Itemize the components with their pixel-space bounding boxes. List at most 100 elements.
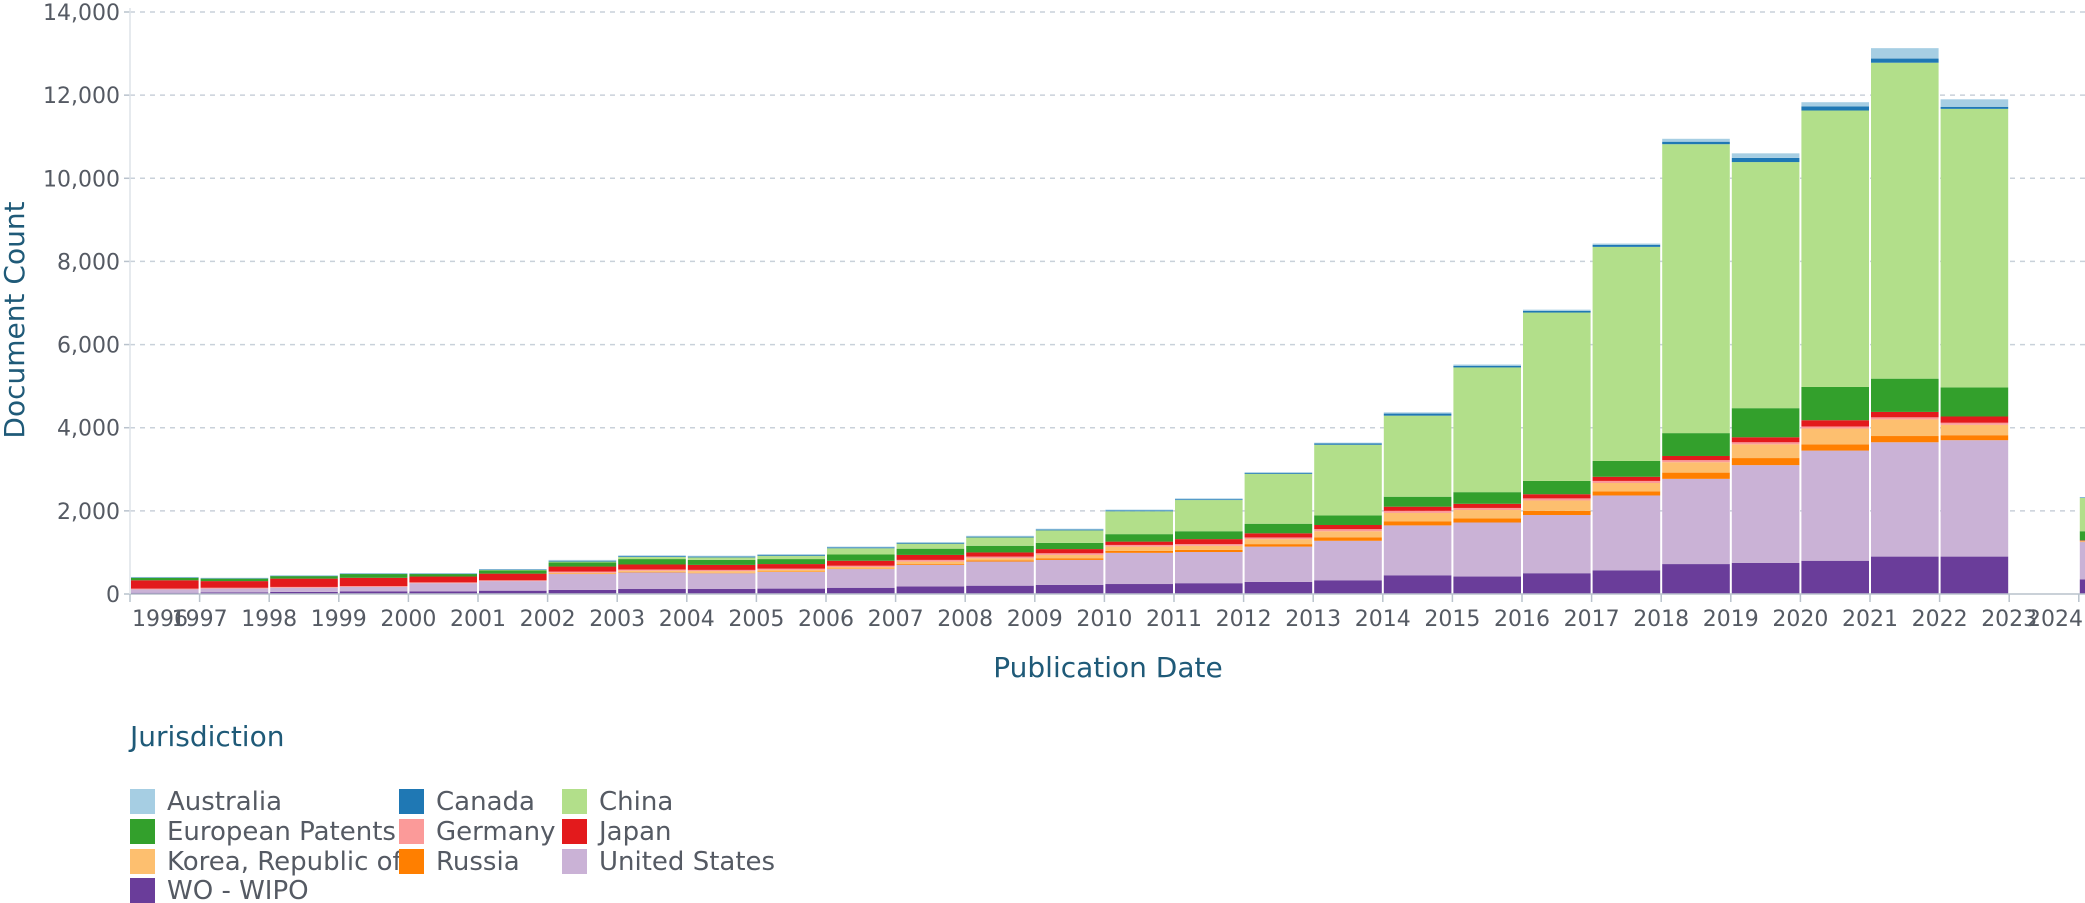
bar-segment — [1453, 518, 1521, 522]
bar-segment — [1314, 541, 1382, 580]
bar-segment — [270, 576, 338, 578]
bar-segment — [1245, 582, 1313, 594]
bar-segment — [1036, 553, 1104, 555]
bar-segment — [1453, 492, 1521, 504]
x-tick-label: 2016 — [1494, 607, 1550, 632]
bar-segment — [757, 556, 825, 559]
bar-segment — [1593, 477, 1661, 481]
bar-segment — [966, 586, 1034, 594]
y-tick-label: 0 — [106, 583, 120, 608]
bar-segment — [1036, 558, 1104, 560]
bar-segment — [1105, 584, 1173, 594]
bar-segment — [1384, 513, 1452, 521]
bar-segment — [618, 571, 686, 572]
bar-segment — [757, 572, 825, 589]
legend-swatch — [130, 878, 155, 903]
bar-segment — [201, 589, 269, 593]
bar-segment — [1105, 511, 1173, 534]
bar-segment — [1801, 387, 1869, 420]
bar-segment — [827, 548, 895, 554]
bar-segment — [270, 588, 338, 592]
bar-segment — [897, 542, 965, 543]
bar-segment — [1732, 442, 1800, 444]
bar-segment — [479, 580, 547, 581]
bar-segment — [549, 574, 617, 590]
bar-segment — [1941, 107, 2009, 109]
bar-segment — [1245, 474, 1313, 524]
bar-segment — [1175, 550, 1243, 552]
bar-segment — [1314, 529, 1382, 531]
bar-segment — [479, 581, 547, 591]
bar-segment — [757, 589, 825, 594]
bar-segment — [1871, 63, 1939, 379]
bar-segment — [131, 589, 199, 592]
x-tick-label: 2018 — [1633, 607, 1689, 632]
bar-segment — [1871, 557, 1939, 594]
y-tick-label: 12,000 — [43, 84, 120, 109]
bar-segment — [1871, 419, 1939, 436]
bar-segment — [549, 562, 617, 566]
legend-swatch — [399, 849, 424, 874]
bar-segment — [1871, 442, 1939, 556]
bar-segment — [1662, 460, 1730, 462]
x-tick-label: 2001 — [450, 607, 506, 632]
legend-label: United States — [599, 847, 775, 877]
bar-segment — [1941, 423, 2009, 425]
bar-segment — [688, 556, 756, 557]
bar-segment — [409, 577, 477, 583]
y-tick-label: 8,000 — [57, 250, 120, 275]
bar-segment — [1175, 583, 1243, 594]
x-tick-label: 2011 — [1146, 607, 1202, 632]
bar-segment — [1245, 539, 1313, 544]
bar-segment — [757, 569, 825, 570]
legend-swatch — [399, 789, 424, 814]
legend-label: WO - WIPO — [167, 876, 309, 903]
x-tick-label: 1998 — [241, 607, 297, 632]
bar-segment — [618, 572, 686, 589]
bar-segment — [1036, 555, 1104, 558]
bar-segment — [1871, 412, 1939, 417]
bar-segment — [757, 564, 825, 569]
x-tick-label: 2017 — [1564, 607, 1620, 632]
legend: Jurisdiction AustraliaCanadaChinaEuropea… — [128, 720, 775, 903]
bar-segment — [1314, 525, 1382, 529]
bar-segment — [688, 560, 756, 565]
bar-segment — [1941, 425, 2009, 435]
bar-segment — [1245, 547, 1313, 582]
bar-segment — [1453, 365, 1521, 366]
bar-segment — [1662, 456, 1730, 460]
bar-segment — [966, 546, 1034, 553]
bar-segment — [1384, 412, 1452, 413]
bar-segment — [1314, 444, 1382, 445]
y-axis-title: Document Count — [0, 201, 31, 438]
bar-segment — [1245, 537, 1313, 539]
bar-segment — [201, 588, 269, 589]
x-axis-title: Publication Date — [993, 651, 1222, 684]
bar-segment — [1732, 408, 1800, 437]
legend-label: China — [599, 787, 673, 817]
y-tick-label: 14,000 — [43, 1, 120, 26]
bar-segment — [2080, 579, 2085, 594]
legend-label: Australia — [167, 787, 282, 817]
bar-segment — [1105, 545, 1173, 547]
x-tick-label: 2012 — [1216, 607, 1272, 632]
y-tick-label: 2,000 — [57, 500, 120, 525]
bar-segment — [897, 544, 965, 549]
bar-segment — [1036, 530, 1104, 531]
bar-segment — [1175, 531, 1243, 539]
bar-segment — [1105, 553, 1173, 584]
bar-segment — [1384, 511, 1452, 513]
bar-segment — [1453, 577, 1521, 594]
bar-segment — [618, 557, 686, 559]
bar-segment — [1175, 544, 1243, 546]
bar-segment — [1941, 557, 2009, 594]
bar-segment — [827, 547, 895, 548]
legend-label: Germany — [436, 817, 556, 847]
bar-segment — [1384, 575, 1452, 594]
bar-segment — [1523, 511, 1591, 515]
bar-segment — [1245, 524, 1313, 534]
bar-segment — [897, 562, 965, 564]
bar-segment — [1523, 500, 1591, 510]
x-tick-label: 2015 — [1424, 607, 1480, 632]
legend-swatch — [562, 849, 587, 874]
